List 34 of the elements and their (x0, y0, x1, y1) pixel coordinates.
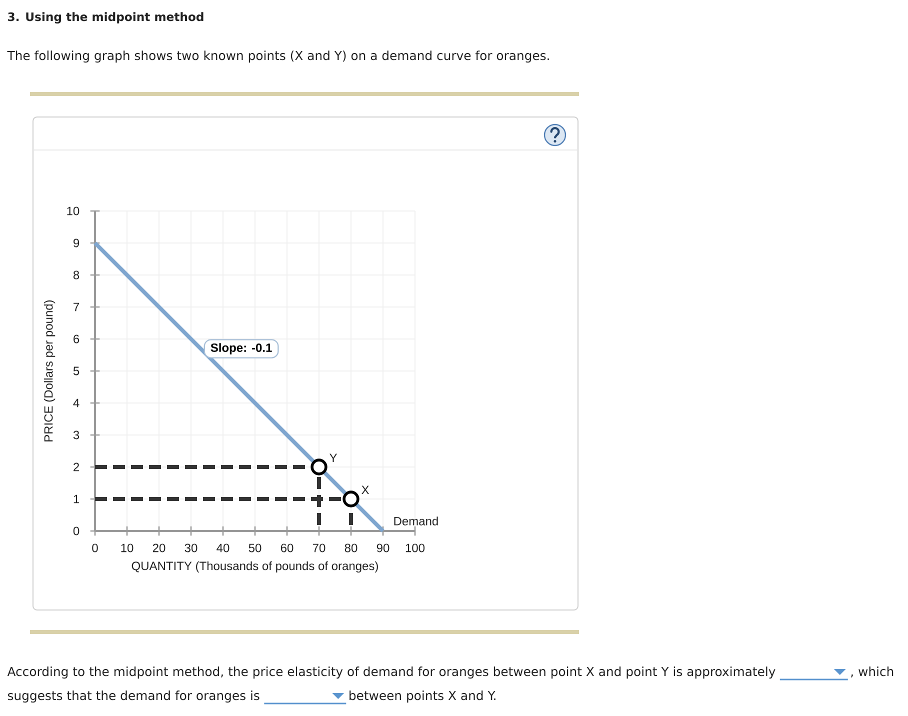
annotation: X (362, 486, 370, 494)
y-tick-label: 9 (74, 238, 80, 248)
y-tick-label: 1 (74, 494, 80, 504)
annotation: Y (330, 454, 338, 462)
x-tick-label: 0 (92, 544, 98, 552)
y-tick-label: 7 (74, 302, 80, 312)
chart-subtitle: The following graph shows two known points (X and Y) on a demand curve for oranges. (7, 50, 549, 63)
text: , which (851, 666, 894, 678)
y-tick-label: 8 (73, 270, 80, 280)
y-axis-title: PRICE (Dollars per pound) (44, 300, 56, 442)
text: between points X and Y. (350, 690, 496, 703)
text: According to the midpoint method, the price elasticity of demand for oranges between point X and point Y is approximately (7, 666, 776, 679)
y-tick-label: 10 (67, 206, 80, 216)
y-tick-label: 6 (74, 334, 80, 344)
x-axis-title: QUANTITY (Thousands of pounds of oranges) (132, 561, 378, 573)
x-tick-label: 80 (344, 544, 358, 552)
x-tick-label: 20 (152, 544, 166, 552)
x-tick-label: 70 (312, 544, 326, 552)
x-tick-label: 90 (376, 544, 390, 552)
series-label: Demand (394, 516, 438, 526)
x-tick-label: 30 (184, 544, 198, 552)
y-tick-label: 3 (73, 430, 80, 440)
y-tick-label: 5 (73, 366, 80, 376)
annotation: Slope: -0.1 (210, 343, 272, 354)
x-tick-label: 40 (216, 544, 230, 552)
text: suggests that the demand for oranges is (8, 690, 260, 703)
x-tick-label: 50 (248, 544, 262, 552)
y-tick-label: 4 (73, 398, 80, 408)
x-tick-label: 100 (406, 544, 425, 552)
y-tick-label: 2 (74, 462, 80, 472)
x-tick-label: 10 (121, 544, 134, 552)
chart-title: 3. Using the midpoint method (8, 12, 204, 24)
y-tick-label: 0 (73, 526, 80, 536)
x-tick-label: 60 (280, 544, 294, 552)
